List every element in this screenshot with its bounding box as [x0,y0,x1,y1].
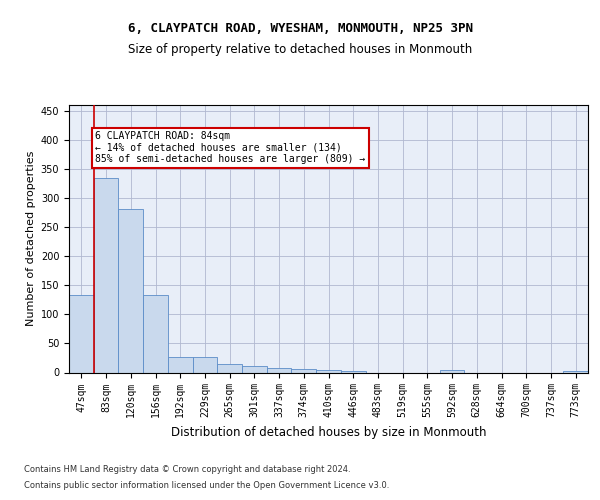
Bar [168,358,193,372]
Bar [440,370,464,372]
Bar [316,370,341,372]
Bar [563,371,588,372]
Bar [143,295,168,372]
Bar [341,371,365,372]
Text: 6, CLAYPATCH ROAD, WYESHAM, MONMOUTH, NP25 3PN: 6, CLAYPATCH ROAD, WYESHAM, MONMOUTH, NP… [128,22,473,36]
Text: Contains HM Land Registry data © Crown copyright and database right 2024.: Contains HM Land Registry data © Crown c… [24,465,350,474]
Bar [118,209,143,372]
Bar [217,364,242,372]
Bar [94,178,118,372]
X-axis label: Distribution of detached houses by size in Monmouth: Distribution of detached houses by size … [171,426,486,439]
Bar [292,369,316,372]
Y-axis label: Number of detached properties: Number of detached properties [26,151,37,326]
Text: 6 CLAYPATCH ROAD: 84sqm
← 14% of detached houses are smaller (134)
85% of semi-d: 6 CLAYPATCH ROAD: 84sqm ← 14% of detache… [95,131,365,164]
Bar [69,294,94,372]
Text: Contains public sector information licensed under the Open Government Licence v3: Contains public sector information licen… [24,481,389,490]
Text: Size of property relative to detached houses in Monmouth: Size of property relative to detached ho… [128,42,472,56]
Bar [267,368,292,372]
Bar [242,366,267,372]
Bar [193,358,217,372]
